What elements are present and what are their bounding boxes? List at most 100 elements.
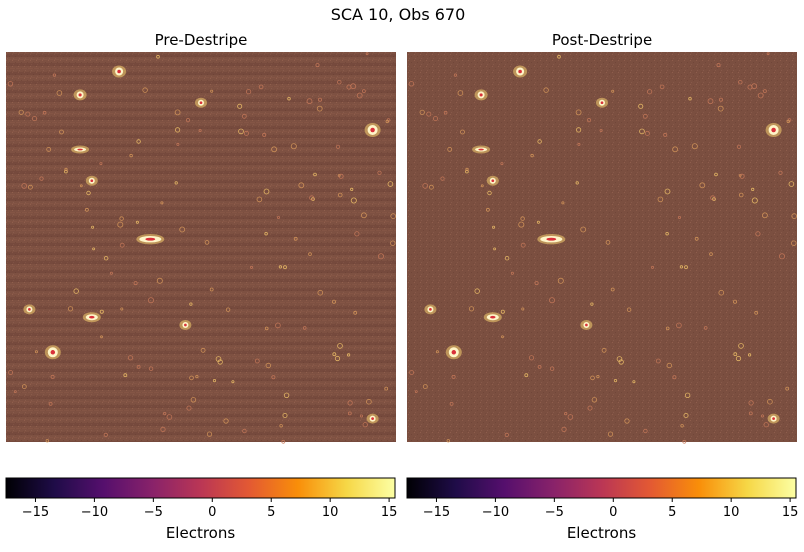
colorbar-label: Electrons [567,524,637,542]
faint-source [613,378,618,383]
faint-source [13,390,17,394]
faint-source [426,111,432,117]
faint-source [767,398,773,405]
faint-source [48,401,53,406]
faint-source [500,309,505,314]
faint-source [254,358,260,364]
colorbar-tick-label: 5 [267,505,275,520]
faint-source [703,326,708,330]
faint-source [317,97,322,102]
colorbar [5,477,396,499]
faint-source [684,265,688,270]
faint-source [457,90,464,96]
faint-source [366,398,372,405]
faint-source [46,146,52,152]
faint-source [64,167,68,171]
faint-source [347,411,352,416]
colorbar-tick-label: 15 [782,505,799,520]
faint-source [751,83,758,90]
heatmap-panel-1: Pre-Destripe −15 −10 −5 0 5 10 15 Electrons [5,31,397,542]
faint-source [353,310,358,315]
faint-source [408,81,415,87]
faint-source [428,184,434,190]
faint-source [766,52,770,56]
faint-source [385,119,389,124]
faint-source [347,400,353,406]
faint-source [160,426,166,432]
subplot-title: Pre-Destripe [155,31,248,49]
faint-source [175,127,181,133]
faint-source [179,226,186,233]
faint-source [350,187,354,191]
source-core [600,101,604,105]
faint-source [287,96,291,101]
faint-source [485,207,490,212]
faint-source [135,220,139,224]
faint-source [209,287,214,292]
faint-source [377,253,384,260]
faint-source [575,127,582,133]
faint-source [788,181,795,187]
faint-source [317,289,324,296]
source-core [90,179,94,183]
faint-source [67,306,74,312]
faint-source [480,184,484,188]
faint-source [331,299,336,304]
faint-source [127,355,134,361]
faint-source [335,144,341,149]
faint-source [242,428,247,434]
source-core [117,69,121,74]
faint-source [99,162,103,166]
faint-source [586,118,592,123]
colorbar-tick-label: −5 [144,505,163,520]
faint-source [86,190,91,196]
faint-source [34,350,38,354]
faint-source [422,183,429,189]
faint-source [117,221,124,228]
faint-source [534,281,539,286]
faint-source [443,110,448,115]
faint-source [290,143,297,150]
faint-source [440,176,445,181]
faint-source [678,215,682,219]
faint-source [390,240,396,246]
faint-source [733,352,738,357]
faint-source [186,405,192,411]
faint-source [763,89,767,93]
faint-source [200,347,206,353]
faint-source [309,195,315,201]
faint-source [212,378,217,383]
faint-source [590,302,594,306]
faint-source [338,173,344,179]
faint-source [148,366,154,371]
faint-source [738,79,743,85]
faint-source [99,309,104,314]
faint-source [21,183,28,189]
faint-source [747,353,752,357]
faint-source [190,397,197,403]
faint-source [419,109,425,115]
faint-source [332,352,337,357]
faint-source [596,374,600,379]
faint-source [265,362,271,369]
faint-source [666,362,672,369]
faint-source [92,247,95,251]
faint-source [276,215,280,219]
faint-source [580,226,587,233]
faint-source [337,79,342,85]
faint-source [334,355,341,362]
faint-source [281,439,286,444]
faint-source [215,356,222,362]
faint-source [298,182,305,189]
faint-source [264,326,269,331]
faint-source [359,414,363,418]
faint-source [39,176,44,181]
colorbar-tick-label: 10 [723,505,740,520]
faint-source [761,414,765,418]
faint-source [786,119,790,124]
faint-source [119,216,124,221]
figure-title: SCA 10, Obs 670 [331,5,466,24]
faint-source [210,89,214,93]
faint-source [264,231,268,236]
faint-source [129,153,133,158]
